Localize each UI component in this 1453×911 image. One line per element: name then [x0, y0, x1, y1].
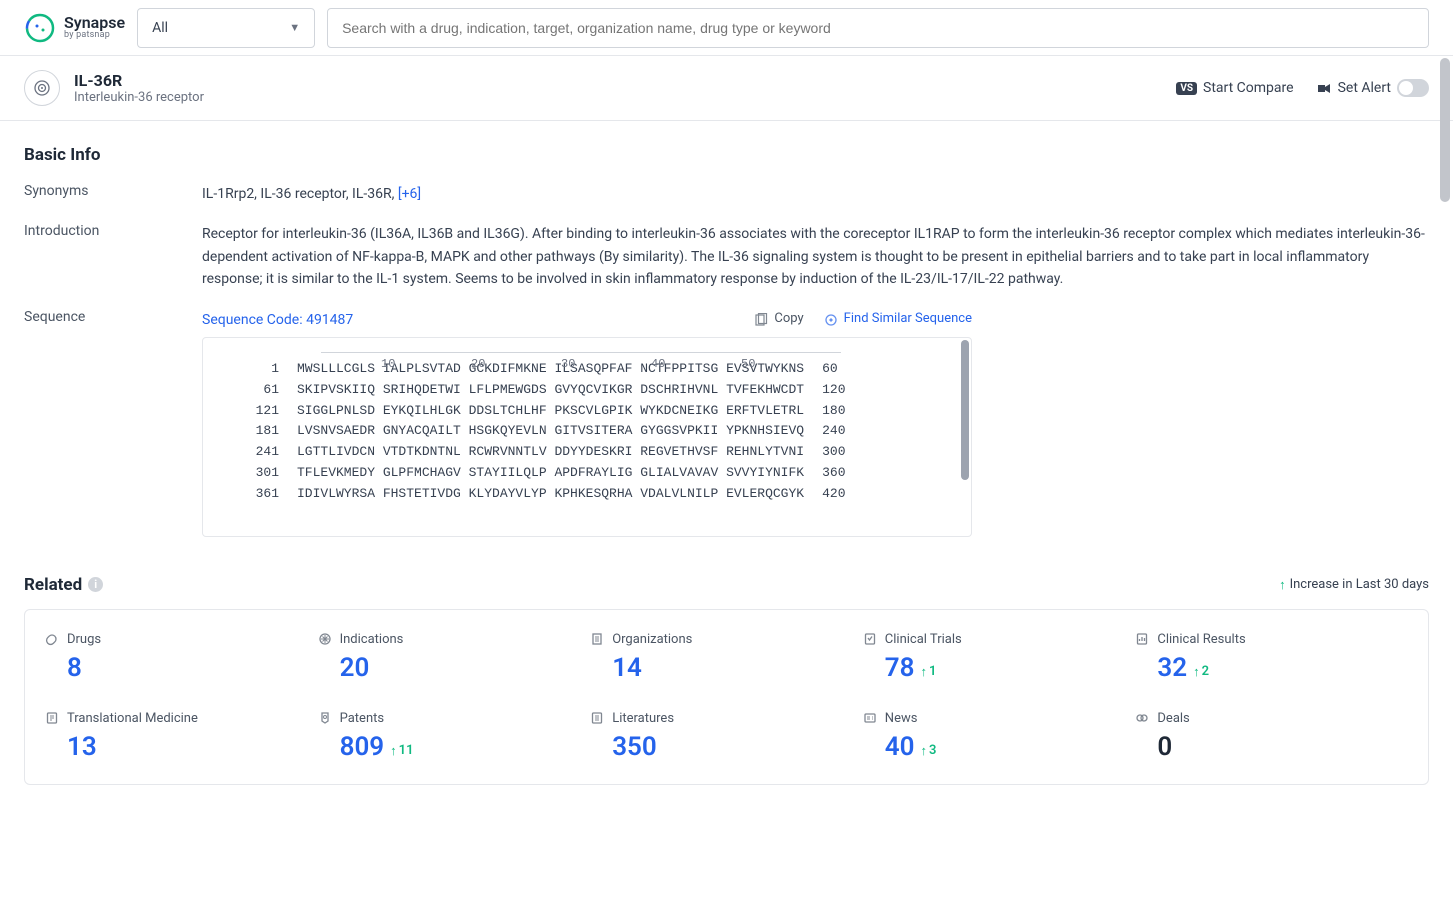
- sequence-viewer[interactable]: 10 20 30 40 50 1MWSLLLCGLS IALPLSVTAD GC…: [202, 337, 972, 537]
- copy-icon: [754, 313, 768, 327]
- metric-icon: [863, 711, 877, 725]
- related-grid: Drugs8Indications20Organizations14Clinic…: [24, 609, 1429, 785]
- search-input[interactable]: [327, 8, 1429, 48]
- metric-value: 0: [1157, 732, 1408, 762]
- metric-patents[interactable]: Patents 809↑11: [318, 711, 591, 762]
- up-arrow-icon: ↑: [1279, 577, 1286, 593]
- copy-button[interactable]: Copy: [754, 309, 803, 330]
- metric-icon: [590, 632, 604, 646]
- vs-icon: VS: [1176, 82, 1197, 95]
- metric-indications[interactable]: Indications 20: [318, 632, 591, 683]
- metric-label: Drugs: [67, 632, 101, 647]
- metric-label: Clinical Results: [1157, 632, 1245, 647]
- introduction-row: Introduction Receptor for interleukin-36…: [24, 223, 1429, 290]
- metric-value: 14: [612, 653, 863, 683]
- category-dropdown[interactable]: All ▼: [137, 8, 315, 48]
- synonyms-value: IL-1Rrp2, IL-36 receptor, IL-36R,: [202, 186, 398, 202]
- similar-icon: [824, 313, 838, 327]
- metric-value: 350: [612, 732, 863, 762]
- top-bar: Synapse by patsnap All ▼: [0, 0, 1453, 56]
- metric-label: Organizations: [612, 632, 692, 647]
- metric-icon: [318, 632, 332, 646]
- synonyms-label: Synonyms: [24, 183, 202, 205]
- metric-value: 32↑2: [1157, 653, 1408, 683]
- chevron-down-icon: ▼: [289, 21, 300, 34]
- metric-icon: [1135, 632, 1149, 646]
- logo-byline: by patsnap: [64, 31, 125, 40]
- sequence-code-link[interactable]: Sequence Code: 491487: [202, 309, 353, 331]
- sequence-line: 61SKIPVSKIIQ SRIHQDETWI LFLPMEWGDS GVYQC…: [223, 380, 951, 401]
- metric-clinical-trials[interactable]: Clinical Trials 78↑1: [863, 632, 1136, 683]
- metric-drugs[interactable]: Drugs 8: [45, 632, 318, 683]
- find-similar-button[interactable]: Find Similar Sequence: [824, 309, 972, 330]
- metric-value: 13: [67, 732, 318, 762]
- target-icon: [24, 70, 60, 106]
- synonyms-more-link[interactable]: [+6]: [398, 186, 421, 202]
- metric-organizations[interactable]: Organizations 14: [590, 632, 863, 683]
- alert-icon: [1316, 80, 1332, 96]
- metric-label: Patents: [340, 711, 385, 726]
- synonyms-row: Synonyms IL-1Rrp2, IL-36 receptor, IL-36…: [24, 183, 1429, 205]
- metric-value: 8: [67, 653, 318, 683]
- start-compare-button[interactable]: VS Start Compare: [1176, 80, 1293, 96]
- sequence-line: 301TFLEVKMEDY GLPFMCHAGV STAYIILQLP APDF…: [223, 463, 951, 484]
- metric-icon: [45, 632, 59, 646]
- metric-news[interactable]: News 40↑3: [863, 711, 1136, 762]
- metric-label: Clinical Trials: [885, 632, 962, 647]
- increase-note: ↑ Increase in Last 30 days: [1279, 577, 1429, 593]
- metric-value: 78↑1: [885, 653, 1136, 683]
- logo-name: Synapse: [64, 15, 125, 31]
- metric-clinical-results[interactable]: Clinical Results 32↑2: [1135, 632, 1408, 683]
- metric-icon: [318, 711, 332, 725]
- metric-literatures[interactable]: Literatures 350: [590, 711, 863, 762]
- sequence-scrollbar[interactable]: [961, 340, 969, 480]
- sequence-ruler: 10 20 30 40 50: [321, 352, 841, 355]
- metric-value: 40↑3: [885, 732, 1136, 762]
- logo-icon: [24, 12, 56, 44]
- metric-deals[interactable]: Deals 0: [1135, 711, 1408, 762]
- metric-value: 809↑11: [340, 732, 591, 762]
- metric-value: 20: [340, 653, 591, 683]
- metric-icon: [863, 632, 877, 646]
- logo[interactable]: Synapse by patsnap: [24, 12, 125, 44]
- sequence-line: 181LVSNVSAEDR GNYACQAILT HSGKQYEVLN GITV…: [223, 421, 951, 442]
- basic-info-title: Basic Info: [24, 145, 1429, 165]
- sequence-line: 121SIGGLPNLSD EYKQILHLGK DDSLTCHLHF PKSC…: [223, 401, 951, 422]
- page-scrollbar[interactable]: [1440, 58, 1450, 202]
- metric-translational-medicine[interactable]: Translational Medicine 13: [45, 711, 318, 762]
- metric-label: Indications: [340, 632, 404, 647]
- info-icon[interactable]: i: [88, 577, 103, 592]
- page-subtitle: Interleukin-36 receptor: [74, 90, 204, 105]
- content-area: Basic Info Synonyms IL-1Rrp2, IL-36 rece…: [0, 121, 1453, 911]
- metric-label: News: [885, 711, 918, 726]
- dropdown-label: All: [152, 20, 168, 36]
- metric-label: Deals: [1157, 711, 1189, 726]
- metric-icon: [590, 711, 604, 725]
- metric-label: Literatures: [612, 711, 674, 726]
- sequence-label: Sequence: [24, 309, 202, 537]
- metric-label: Translational Medicine: [67, 711, 198, 726]
- introduction-label: Introduction: [24, 223, 202, 290]
- metric-icon: [1135, 711, 1149, 725]
- page-title: IL-36R: [74, 71, 204, 90]
- related-title: Related: [24, 575, 82, 595]
- metric-icon: [45, 711, 59, 725]
- sequence-line: 241LGTTLIVDCN VTDTKDNTNL RCWRVNNTLV DDYY…: [223, 442, 951, 463]
- alert-toggle[interactable]: [1397, 79, 1429, 97]
- sequence-line: 1MWSLLLCGLS IALPLSVTAD GCKDIFMKNE ILSASQ…: [223, 359, 951, 380]
- page-header: IL-36R Interleukin-36 receptor VS Start …: [0, 56, 1453, 121]
- sequence-line: 361IDIVLWYRSA FHSTETIVDG KLYDAYVLYP KPHK…: [223, 484, 951, 505]
- sequence-row: Sequence Sequence Code: 491487 Copy Find…: [24, 309, 1429, 537]
- set-alert-button[interactable]: Set Alert: [1316, 79, 1429, 97]
- related-header: Related i ↑ Increase in Last 30 days: [24, 575, 1429, 595]
- introduction-text: Receptor for interleukin-36 (IL36A, IL36…: [202, 223, 1429, 290]
